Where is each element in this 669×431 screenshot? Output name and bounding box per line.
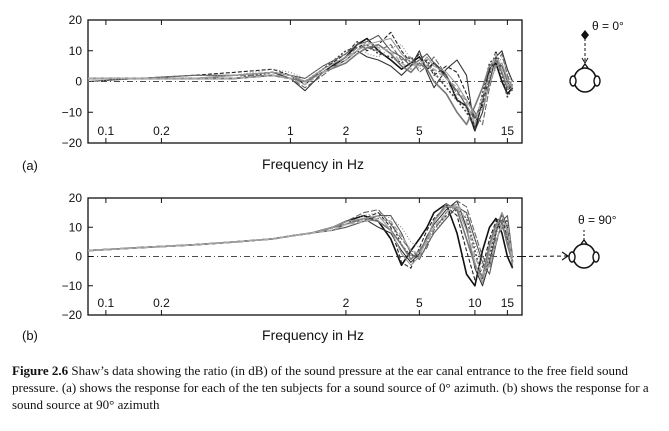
- x-tick-label-b: 2: [343, 296, 350, 310]
- y-tick-label-b: −10: [62, 279, 83, 293]
- y-tick-label-b: 10: [69, 220, 83, 234]
- y-tick-label-a: 20: [69, 13, 83, 27]
- y-tick-label-b: 20: [69, 191, 83, 205]
- panel-label-b: (b): [22, 328, 38, 343]
- x-tick-label-b: 0.2: [153, 296, 170, 310]
- panel-b: 20 10 0 −10 −20 0.1 0.2 2 5 10 15 (b) Frequency in H…: [22, 191, 617, 343]
- series-line-b-10: [87, 203, 514, 275]
- y-tick-label-a: −10: [62, 105, 83, 119]
- nose-icon-a: [581, 62, 589, 69]
- x-tick-label-a: 0.1: [98, 124, 115, 138]
- y-tick-label-b: −20: [62, 308, 83, 322]
- caption-lead: Figure 2.6: [12, 363, 69, 378]
- left-ear-icon-a: [569, 75, 577, 87]
- x-tick-label-b: 5: [416, 296, 423, 310]
- series-line-a-4: [88, 43, 514, 129]
- right-ear-icon-b: [592, 251, 600, 263]
- x-tick-label-b: 0.1: [98, 296, 115, 310]
- x-tick-label-a: 2: [343, 124, 350, 138]
- figure-caption: Figure 2.6 Shaw’s data showing the ratio…: [12, 362, 660, 413]
- right-ear-icon-a: [593, 75, 601, 87]
- source-arrow-icon-a: [581, 57, 589, 64]
- head-outline-icon-a: [573, 67, 597, 93]
- caption-text: Shaw’s data showing the ratio (in dB) of…: [12, 363, 649, 412]
- theta-label-a: θ = 0°: [592, 19, 624, 33]
- series-line-b-2: [87, 206, 514, 281]
- series-line-b-8: [87, 203, 514, 269]
- panel-a: 20 10 0 −10 −20 0.1 0.2 1 2 5 15 (a) Frequency in Hz…: [22, 13, 624, 173]
- series-line-a-9: [88, 37, 514, 116]
- x-tick-label-a: 5: [416, 124, 423, 138]
- series-line-b-4: [87, 208, 514, 281]
- series-line-b-9: [87, 206, 514, 284]
- series-line-a-6: [88, 44, 514, 126]
- series-line-a-10: [88, 40, 514, 126]
- y-tick-label-b: 0: [75, 250, 82, 264]
- theta-label-b: θ = 90°: [578, 213, 617, 227]
- series-line-a-7: [88, 43, 514, 126]
- left-ear-icon-b: [568, 251, 576, 263]
- y-tick-label-a: 0: [75, 75, 82, 89]
- source-arrow-icon-b: [561, 251, 570, 261]
- panel-label-a: (a): [22, 158, 38, 173]
- series-line-a-5: [88, 34, 514, 119]
- y-tick-label-a: 10: [69, 44, 83, 58]
- head-outline-icon-b: [572, 243, 596, 269]
- y-tick-label-a: −20: [62, 136, 83, 150]
- x-axis-label-a: Frequency in Hz: [262, 156, 364, 172]
- series-line-b-5: [87, 206, 514, 275]
- x-tick-label-a: 15: [501, 124, 515, 138]
- series-line-a-1: [88, 37, 514, 132]
- x-tick-label-b: 15: [501, 296, 515, 310]
- x-tick-label-a: 1: [287, 124, 294, 138]
- source-dashed-line-b: [521, 255, 568, 257]
- source-diamond-icon-a: [581, 30, 589, 40]
- series-line-a-3: [87, 50, 514, 132]
- x-tick-label-a: 0.2: [153, 124, 170, 138]
- x-axis-label-b: Frequency in Hz: [262, 327, 364, 343]
- series-line-a-2: [88, 31, 514, 119]
- series-line-b-6: [87, 200, 514, 269]
- x-tick-label-b: 10: [468, 296, 482, 310]
